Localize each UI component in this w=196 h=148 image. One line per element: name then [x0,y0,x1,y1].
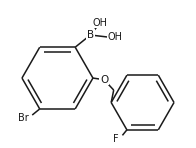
Text: OH: OH [108,32,123,42]
Text: OH: OH [93,18,108,28]
Text: F: F [113,134,119,144]
Text: Br: Br [18,113,29,123]
Text: O: O [100,75,108,85]
Text: B: B [87,30,94,40]
